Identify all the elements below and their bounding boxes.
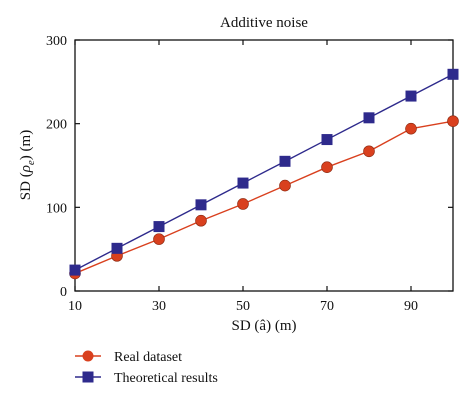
data-point-1 <box>69 264 81 276</box>
axis-ticks: 10 30 50 70 90 0 100 200 300 <box>46 34 453 314</box>
data-point-0 <box>363 145 375 158</box>
data-point-1 <box>153 221 165 233</box>
y-tick-label: 100 <box>46 201 67 216</box>
y-axis-label-text: SD ( <box>18 172 34 200</box>
chart-title: Additive noise <box>220 15 308 31</box>
y-tick-label: 0 <box>60 285 67 300</box>
x-tick-label: 50 <box>236 299 250 314</box>
series-line-0 <box>74 120 454 275</box>
x-tick-label: 90 <box>404 299 418 314</box>
x-tick-label: 30 <box>152 299 166 314</box>
y-axis-label-end: ) (m) <box>18 130 34 160</box>
data-point-1 <box>111 242 123 254</box>
legend: Real dataset Theoretical results <box>75 350 218 386</box>
data-point-0 <box>279 179 291 192</box>
legend-label-1: Theoretical results <box>114 371 218 386</box>
data-point-1 <box>237 177 249 189</box>
series-layer <box>69 68 459 280</box>
x-tick-label: 10 <box>68 299 82 314</box>
data-point-0 <box>447 115 459 127</box>
data-point-1 <box>195 199 207 211</box>
data-point-0 <box>195 214 207 227</box>
legend-marker-0 <box>82 350 94 362</box>
y-axis-label-subscript: e <box>25 160 37 165</box>
plot-frame <box>74 39 454 292</box>
data-point-1 <box>363 112 375 124</box>
y-axis-label-rho: ρ <box>18 165 34 173</box>
data-point-0 <box>153 233 165 245</box>
x-tick-label: 70 <box>320 299 334 314</box>
legend-label-0: Real dataset <box>114 350 182 365</box>
data-point-0 <box>405 122 417 135</box>
data-point-1 <box>279 155 291 167</box>
data-point-1 <box>321 134 333 146</box>
y-tick-label: 200 <box>46 118 67 133</box>
data-point-1 <box>405 90 417 102</box>
data-point-0 <box>237 198 249 210</box>
x-axis-label: SD (â) (m) <box>232 318 297 334</box>
svg-text:SD (ρe) (m): SD (ρe) (m) <box>18 130 37 200</box>
data-point-0 <box>321 161 333 173</box>
y-axis-label: SD (ρe) (m) <box>18 130 37 200</box>
series-line-1 <box>74 73 454 271</box>
data-point-1 <box>447 68 459 80</box>
legend-marker-1 <box>82 371 94 383</box>
y-tick-label: 300 <box>46 34 67 49</box>
